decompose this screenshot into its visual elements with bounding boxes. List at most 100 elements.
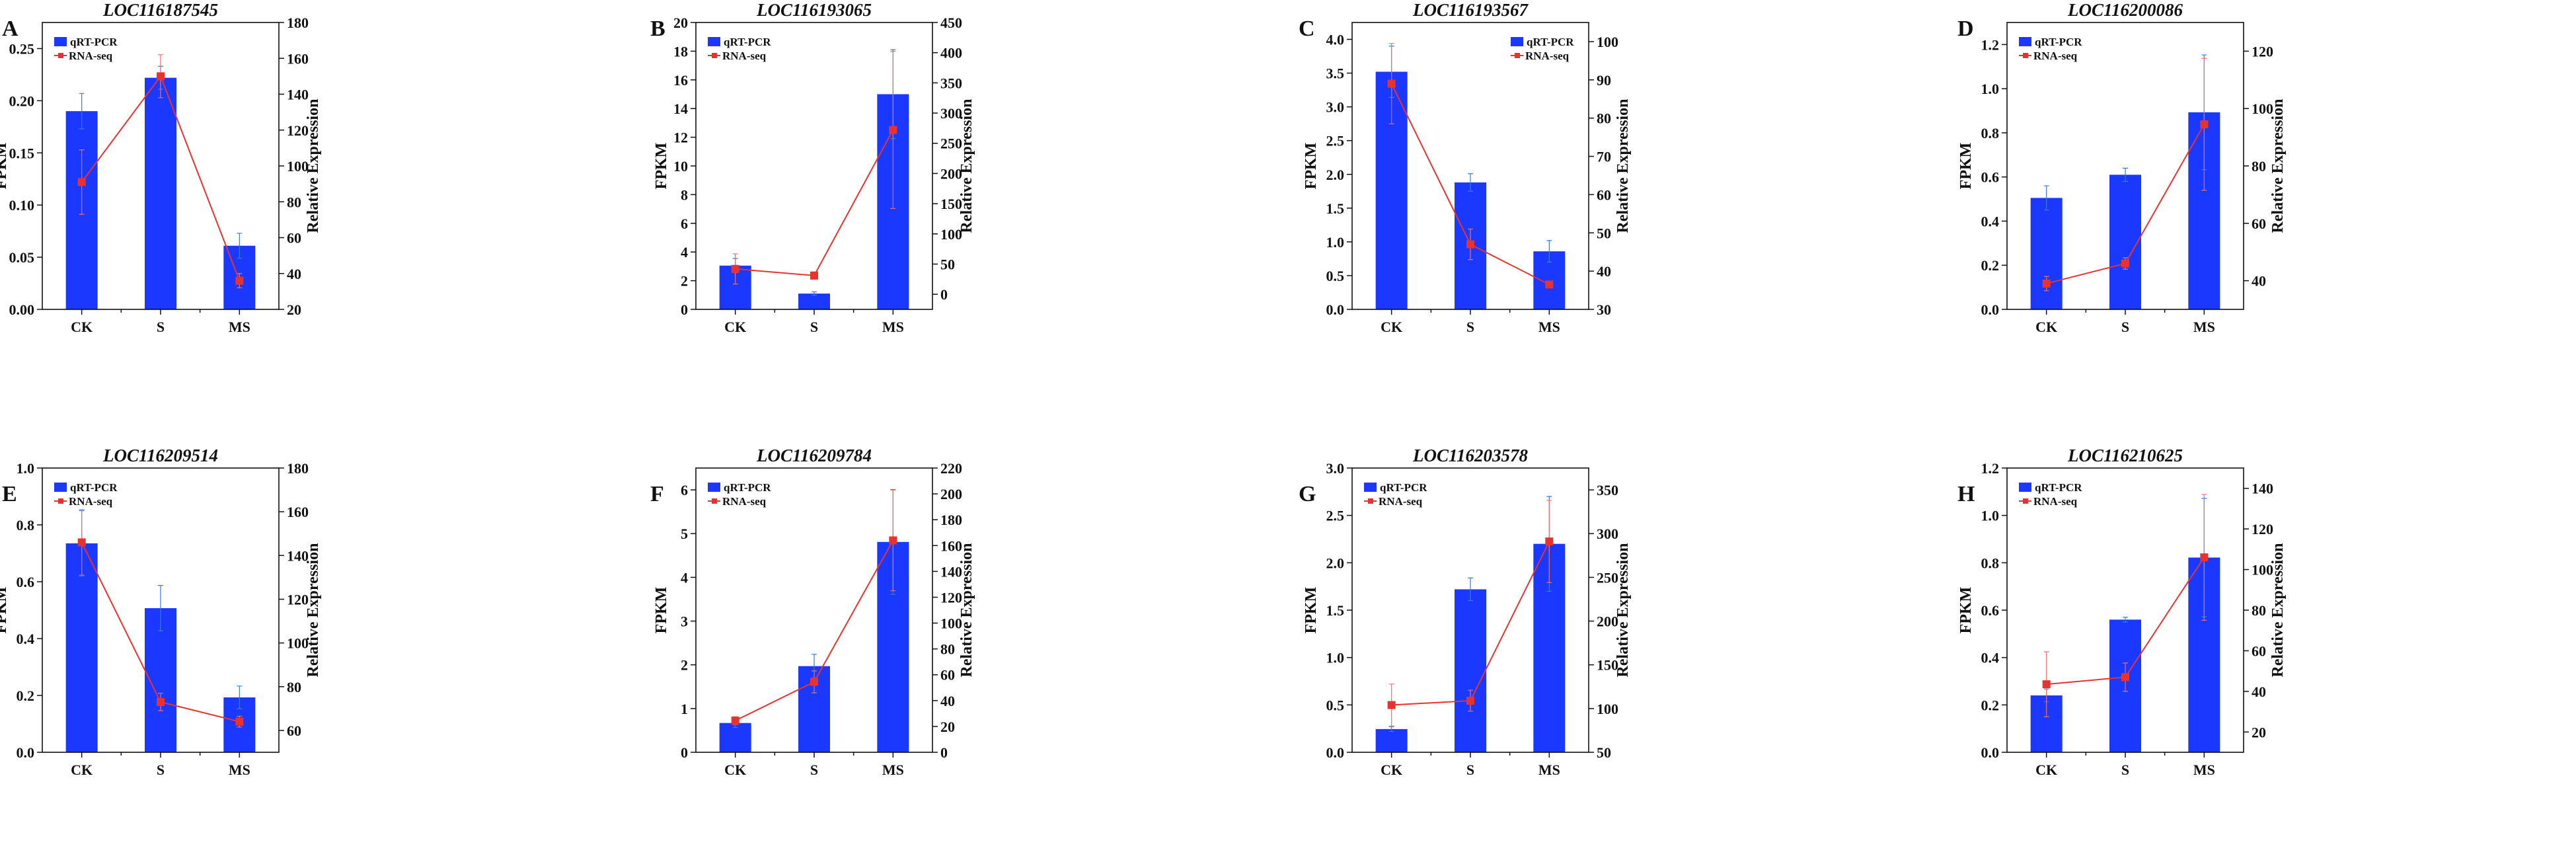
y-tick-label: 0.4	[17, 631, 35, 647]
panel-letter: D	[1957, 17, 1974, 41]
y-axis-label: FPKM	[653, 587, 670, 634]
y-tick-label: 2	[681, 273, 688, 290]
x-tick-label: S	[810, 319, 818, 335]
bar-error-bar	[2123, 617, 2128, 623]
rna-seq-point-s	[2121, 673, 2129, 682]
y2-tick-label: 60	[2252, 216, 2266, 232]
y2-tick-label: 60	[2252, 643, 2266, 659]
y-tick-label: 0.0	[1981, 744, 2000, 761]
chart-title: LOC116187545	[102, 0, 218, 20]
y-tick-label: 16	[673, 72, 688, 89]
y-tick-label: 0.4	[1981, 650, 2000, 666]
legend-label-qrt-pcr: qRT-PCR	[70, 481, 118, 494]
y-tick-label: 1.2	[1981, 460, 2000, 477]
y2-tick-label: 80	[940, 641, 955, 658]
y2-tick-label: 160	[940, 537, 962, 554]
rna-seq-point-ck	[2042, 279, 2051, 288]
y-tick-label: 3.0	[1326, 460, 1345, 477]
y2-tick-label: 180	[940, 512, 962, 528]
x-tick-label: MS	[1538, 762, 1560, 778]
y2-tick-label: 40	[1597, 263, 1611, 280]
y-tick-label: 0.8	[1981, 125, 2000, 141]
legend-marker-swatch	[58, 53, 63, 58]
rna-seq-point-ms	[1545, 280, 1554, 289]
y2-tick-label: 60	[1597, 186, 1611, 203]
y2-tick-label: 120	[940, 589, 962, 606]
y2-tick-label: 60	[287, 723, 301, 739]
chart-panel-e: E LOC116209514 CK S MS 0.0 0.2 0.4 0.6 0.8 1.0 60 80…	[0, 446, 322, 778]
rna-seq-point-ms	[235, 276, 244, 285]
y-tick-label: 8	[681, 186, 688, 203]
bar-ck	[1375, 728, 1408, 752]
y2-tick-label: 100	[1597, 34, 1618, 50]
y2-tick-label: 100	[2252, 100, 2273, 117]
panel-letter: H	[1957, 482, 1975, 506]
bar-error-bar	[79, 93, 85, 130]
y-tick-label: 0.20	[9, 93, 35, 109]
y2-tick-label: 350	[1597, 482, 1618, 498]
y-tick-label: 0.6	[17, 574, 35, 590]
y2-tick-label: 80	[287, 679, 301, 695]
y-tick-label: 0.6	[1981, 602, 2000, 619]
y-tick-label: 1	[681, 701, 688, 717]
panel-letter: A	[2, 17, 19, 41]
rna-seq-point-s	[1466, 696, 1474, 705]
legend-label-qrt-pcr: qRT-PCR	[724, 36, 771, 48]
bar-ck	[65, 543, 98, 752]
y-tick-label: 0.4	[1981, 213, 2000, 229]
legend-bar-swatch	[708, 483, 720, 492]
y-tick-label: 1.0	[17, 460, 35, 477]
rna-seq-point-ms	[2200, 553, 2209, 562]
y2-tick-label: 20	[287, 301, 301, 318]
rna-seq-point-ck	[731, 717, 739, 725]
y2-tick-label: 200	[940, 486, 962, 502]
y-tick-label: 0.10	[9, 197, 35, 214]
y2-tick-label: 160	[287, 50, 309, 67]
y2-tick-label: 300	[940, 105, 962, 122]
y-tick-label: 0.2	[17, 687, 35, 704]
x-tick-label: CK	[724, 762, 746, 778]
legend-bar-swatch	[54, 483, 67, 492]
x-tick-label: MS	[1538, 319, 1560, 335]
y2-axis-label: Relative Expression	[1614, 543, 1632, 678]
y-tick-label: 1.0	[1326, 650, 1345, 666]
bar-ck	[2030, 198, 2063, 309]
legend-label-qrt-pcr: qRT-PCR	[2035, 481, 2082, 494]
bar-error-bar	[2043, 185, 2049, 211]
y-tick-label: 4	[681, 244, 688, 260]
y-tick-label: 2.5	[1326, 508, 1345, 524]
y-axis-label: FPKM	[0, 587, 10, 634]
y-tick-label: 0	[681, 744, 688, 761]
y2-tick-label: 400	[940, 45, 962, 61]
x-tick-label: MS	[882, 319, 904, 335]
y-tick-label: 3	[681, 613, 688, 630]
rna-seq-point-ms	[889, 536, 897, 545]
y2-tick-label: 50	[940, 256, 955, 272]
y2-tick-label: 100	[1597, 701, 1618, 717]
x-tick-label: CK	[2035, 762, 2057, 778]
y-tick-label: 6	[681, 482, 688, 498]
y2-axis-label: Relative Expression	[2269, 99, 2287, 233]
x-tick-label: MS	[229, 762, 250, 778]
y2-axis-label: Relative Expression	[958, 99, 975, 233]
chart-title: LOC116209514	[102, 446, 218, 465]
chart-panel-a: A LOC116187545 CK S MS 0.00 0.05 0.10 0.15 0.20 0.…	[0, 0, 322, 335]
y2-tick-label: 200	[1597, 613, 1618, 630]
y2-tick-label: 60	[940, 667, 955, 684]
rna-seq-point-s	[157, 697, 165, 706]
chart-panel-d: D LOC116200086 CK S MS 0.0 0.2 0.4 0.6 0.8 1.0 1.2 4…	[1957, 0, 2287, 335]
y2-tick-label: 40	[2252, 684, 2266, 700]
rna-seq-point-ms	[2200, 120, 2209, 129]
legend-marker-swatch	[712, 498, 717, 504]
y2-tick-label: 220	[940, 460, 962, 477]
legend-bar-swatch	[2019, 483, 2031, 492]
x-tick-label: S	[2121, 319, 2129, 335]
rna-seq-point-ck	[77, 538, 86, 547]
legend-label-rna-seq: RNA-seq	[69, 50, 113, 62]
